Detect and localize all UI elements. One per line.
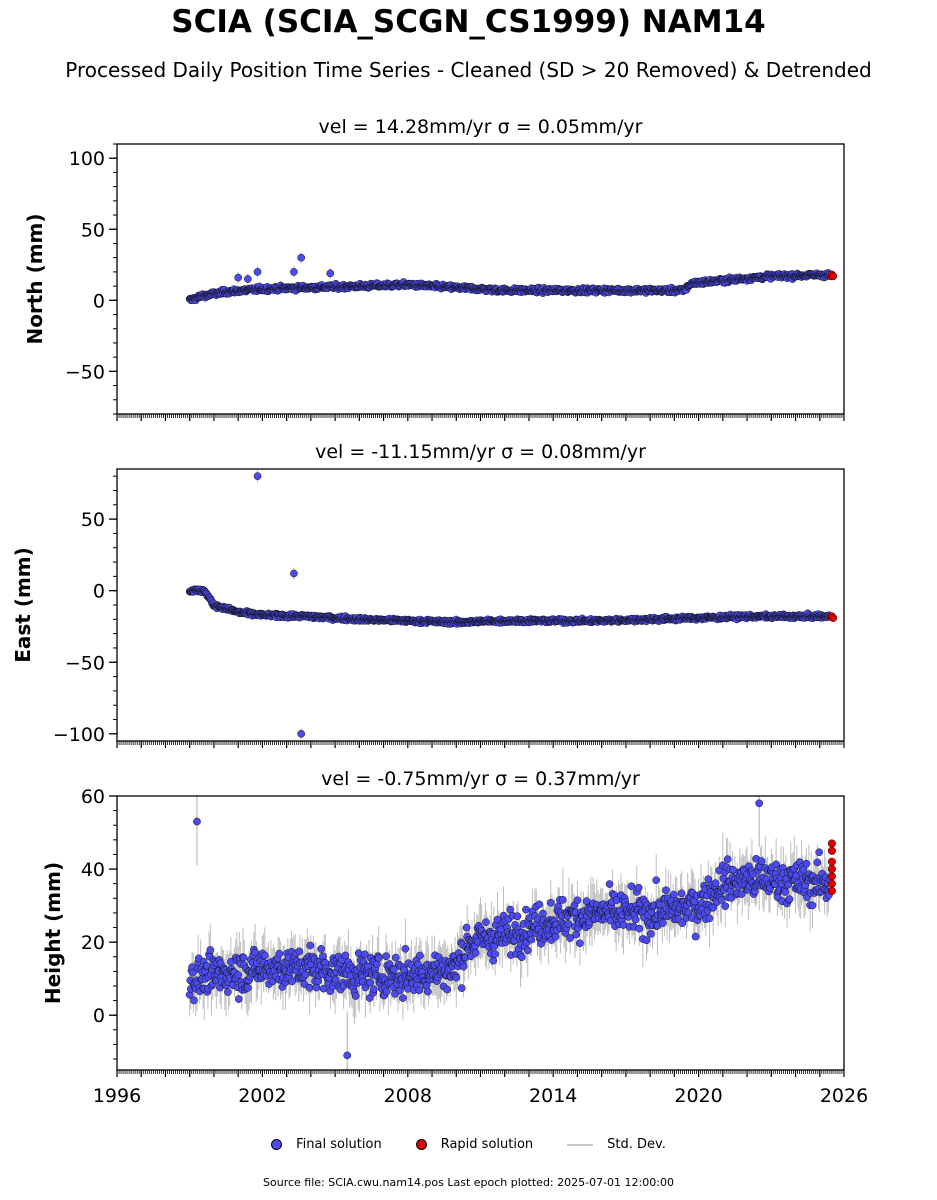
final-solution-point (382, 952, 390, 961)
rapid-solution-points-north (826, 270, 838, 281)
y-ticks-north: −50 0 50 100 (65, 143, 117, 415)
y-tick-label: −50 (65, 361, 105, 383)
x-ticks-north (116, 414, 845, 421)
final-solution-point (306, 941, 315, 950)
final-solution-point (416, 951, 424, 960)
final-solution-point (341, 951, 350, 960)
final-solution-point (297, 729, 306, 738)
y-tick-label: 50 (81, 219, 105, 241)
y-tick-label: 0 (93, 290, 105, 312)
final-solution-point (244, 983, 252, 992)
rapid-solution-point (829, 613, 838, 622)
final-solution-point (366, 978, 375, 987)
panel-title-height: vel = -0.75mm/yr σ = 0.37mm/yr (321, 768, 640, 790)
y-ticks-east: −100 −50 0 50 (53, 475, 117, 746)
final-solution-point (317, 945, 326, 953)
final-solution-point (399, 994, 407, 1002)
final-solution-point (382, 987, 391, 996)
final-solution-point (312, 983, 321, 992)
final-solution-points-height (185, 799, 834, 1060)
final-solution-point (206, 946, 215, 954)
final-solution-point (351, 992, 360, 1000)
panel-east: vel = -11.15mm/yr σ = 0.08mm/yr East (mm)… (11, 441, 845, 748)
plot-area-east (185, 470, 838, 740)
final-solution-point (224, 988, 232, 996)
plot-area-height (185, 796, 836, 1070)
final-solution-point (275, 949, 284, 958)
y-tick-label: −100 (53, 724, 105, 746)
final-solution-point (234, 971, 243, 979)
y-axis-label-north: North (mm) (23, 213, 47, 344)
final-solution-point (370, 985, 378, 994)
std-dev-bars-east (189, 470, 830, 740)
rapid-solution-point (829, 272, 838, 281)
final-solution-point (305, 983, 314, 992)
final-solution-point (301, 970, 310, 979)
final-solution-point (253, 472, 262, 481)
final-solution-point (260, 951, 269, 960)
final-solution-point (423, 987, 432, 996)
final-solution-points-north (185, 253, 834, 305)
final-solution-point (374, 954, 383, 962)
y-axis-label-east: East (mm) (11, 547, 35, 663)
y-tick-label: 100 (69, 148, 105, 170)
panel-north: vel = 14.28mm/yr σ = 0.05mm/yr North (mm)… (23, 116, 845, 421)
y-tick-label: 0 (93, 581, 105, 603)
y-axis-label-height: Height (mm) (41, 862, 65, 1004)
final-solution-point (415, 986, 424, 995)
figure-title: SCIA (SCIA_SCGN_CS1999) NAM14 (171, 4, 766, 40)
y-tick-label: 50 (81, 509, 105, 531)
final-solution-point (401, 944, 410, 953)
final-solution-point (391, 953, 400, 962)
final-solution-point (290, 569, 298, 578)
final-solution-point (326, 269, 335, 278)
panel-height: vel = -0.75mm/yr σ = 0.37mm/yr Height (mm… (41, 768, 868, 1107)
plot-area-north (185, 252, 838, 305)
final-solution-point (331, 975, 340, 984)
final-solution-point (295, 947, 304, 956)
final-solution-point (244, 275, 252, 283)
final-solution-point (288, 977, 296, 986)
final-solution-point (234, 995, 243, 1003)
final-solution-points-east (185, 472, 834, 738)
figure-subtitle: Processed Daily Position Time Series - C… (65, 58, 872, 82)
x-ticks-east (116, 741, 845, 748)
final-solution-point (297, 253, 306, 262)
panel-title-north: vel = 14.28mm/yr σ = 0.05mm/yr (319, 116, 643, 138)
final-solution-point (190, 996, 198, 1005)
panel-title-east: vel = -11.15mm/yr σ = 0.08mm/yr (315, 441, 646, 463)
final-solution-point (290, 268, 298, 276)
final-solution-point (234, 273, 243, 282)
final-solution-point (253, 268, 262, 276)
final-solution-point (239, 953, 248, 962)
y-tick-label: −50 (65, 652, 105, 674)
